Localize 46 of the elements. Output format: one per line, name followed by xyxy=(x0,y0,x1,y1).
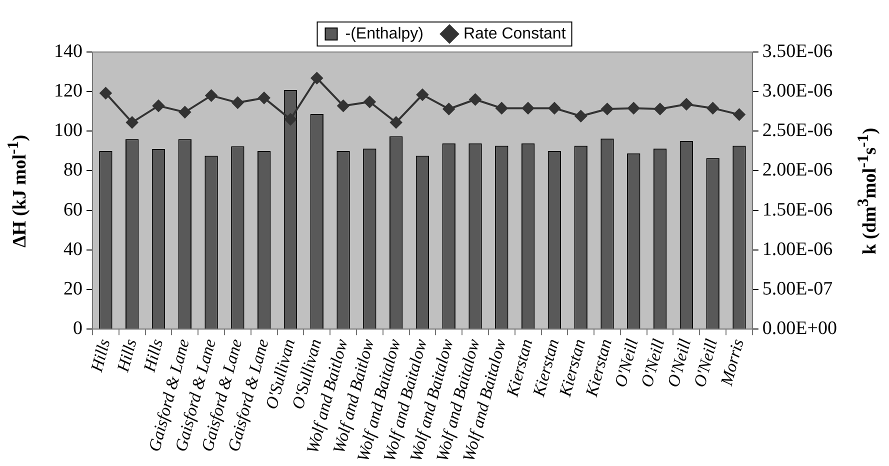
point xyxy=(628,102,640,114)
point xyxy=(654,103,666,115)
y-tick-label: 0 xyxy=(73,318,82,340)
point xyxy=(522,102,534,114)
point xyxy=(706,102,719,114)
legend-label: -(Enthalpy) xyxy=(345,25,424,42)
point xyxy=(126,116,138,128)
point xyxy=(574,110,587,122)
y2-tick-label: 1.00E-06 xyxy=(762,238,833,260)
point xyxy=(442,103,455,115)
point xyxy=(205,90,218,102)
y2-tick-label: 5.00E-07 xyxy=(762,278,833,300)
point xyxy=(733,108,746,121)
y2-tick-label: 2.50E-06 xyxy=(762,120,833,142)
y2-tick-label: 1.50E-06 xyxy=(762,199,833,220)
point xyxy=(364,96,376,108)
y-tick-label: 20 xyxy=(64,278,82,300)
point xyxy=(601,103,614,115)
y2-tick-label: 3.50E-06 xyxy=(762,40,833,62)
point xyxy=(337,100,350,112)
point xyxy=(390,116,402,128)
point xyxy=(258,92,270,104)
point xyxy=(152,100,164,112)
point xyxy=(496,102,508,114)
legend-label: Rate Constant xyxy=(463,25,566,42)
point xyxy=(100,87,112,100)
y-tick-label: 120 xyxy=(54,80,82,102)
x-tick-label: Hills xyxy=(86,336,114,375)
y2-tick-label: 2.00E-06 xyxy=(762,160,833,181)
x-tick-label: Hills xyxy=(113,336,140,375)
y-tick-label: 60 xyxy=(64,199,82,220)
point xyxy=(680,98,692,110)
point xyxy=(178,106,191,118)
point xyxy=(284,113,296,126)
y2-tick-label: 3.00E-06 xyxy=(762,80,833,102)
point xyxy=(310,72,323,84)
y-tick-label: 80 xyxy=(64,160,82,181)
point xyxy=(469,94,482,106)
point xyxy=(416,88,428,101)
y2-tick-label: 0.00E+00 xyxy=(762,318,838,340)
point xyxy=(548,102,560,114)
point xyxy=(232,96,244,109)
y-tick-label: 140 xyxy=(54,40,82,62)
y-tick-label: 100 xyxy=(54,120,82,142)
x-tick-label: Hills xyxy=(140,336,167,375)
y-tick-label: 40 xyxy=(64,238,82,260)
